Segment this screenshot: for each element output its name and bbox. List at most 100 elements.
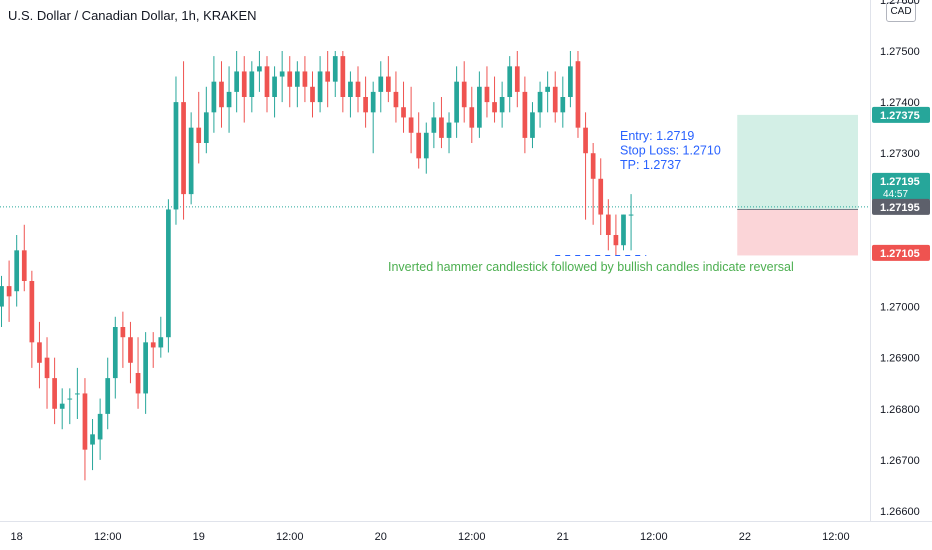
candle-body <box>461 81 467 108</box>
candle-body <box>196 127 202 143</box>
candle-body <box>158 337 164 348</box>
candle-body <box>514 66 520 92</box>
price-axis-badge: 1.27375 <box>872 106 930 123</box>
candle-body <box>332 56 338 82</box>
candle-body <box>598 178 604 215</box>
candle-body <box>294 71 300 87</box>
time-tick-label: 21 <box>557 531 569 543</box>
candle-body <box>568 66 573 97</box>
candle-body <box>249 71 255 97</box>
candle-body <box>469 107 475 128</box>
candle-body <box>454 81 459 123</box>
candle-body <box>143 342 148 394</box>
candle-body <box>325 71 331 82</box>
candle-body <box>401 107 406 118</box>
candle-body <box>386 76 391 92</box>
time-tick-label: 20 <box>375 531 387 543</box>
candle-body <box>575 61 581 128</box>
candle-body <box>257 66 262 72</box>
candle-body <box>90 434 95 445</box>
candle-body <box>287 71 293 87</box>
time-tick-label: 12:00 <box>94 531 122 543</box>
candle-body <box>348 81 353 97</box>
price-axis-badge: 1.27195 <box>872 198 930 215</box>
time-tick-label: 22 <box>739 531 751 543</box>
candle-body <box>310 86 315 103</box>
candle-body <box>537 91 543 113</box>
candle-body <box>590 153 596 179</box>
annotations: Entry: 1.2719 Stop Loss: 1.2710 TP: 1.27… <box>388 129 794 274</box>
time-tick-label: 19 <box>193 531 205 543</box>
candle-body <box>431 117 437 133</box>
candle-body <box>37 342 42 363</box>
price-tick-label: 1.26600 <box>880 506 920 518</box>
candle-body <box>44 357 50 379</box>
time-tick-label: 12:00 <box>640 531 668 543</box>
price-tick-label: 1.26900 <box>880 353 920 365</box>
candle-body <box>264 66 270 97</box>
candle-body <box>128 337 133 363</box>
candle-body <box>52 378 57 409</box>
time-tick-label: 12:00 <box>458 531 486 543</box>
candle-body <box>112 326 118 379</box>
candle-body <box>507 66 513 97</box>
price-tick-label: 1.27600 <box>880 0 920 7</box>
candle-body <box>181 102 186 195</box>
candle-body <box>188 127 194 195</box>
candle-body <box>0 286 4 307</box>
candle-body <box>446 122 452 138</box>
candle-body <box>408 117 414 133</box>
candle-body <box>340 56 346 97</box>
candle-body <box>302 71 308 87</box>
candle-body <box>59 403 65 409</box>
candle-body <box>166 209 171 338</box>
candle-body <box>492 102 497 113</box>
candle-body <box>613 234 619 246</box>
candle-body <box>6 286 12 297</box>
candle-body <box>75 393 80 395</box>
price-badge-text: 1.27195 <box>880 202 920 214</box>
candle-body <box>21 250 27 281</box>
candle-body <box>29 280 35 343</box>
chart-title: U.S. Dollar / Canadian Dollar, 1h, KRAKE… <box>8 8 257 23</box>
stop-loss-annotation: Stop Loss: 1.2710 <box>620 144 721 158</box>
time-tick-label: 12:00 <box>822 531 850 543</box>
candle-body <box>621 214 626 246</box>
time-tick-label: 18 <box>11 531 23 543</box>
candle-body <box>378 76 384 92</box>
price-axis-badge: 1.27105 <box>872 244 930 261</box>
price-badge-text: 1.27375 <box>880 110 920 122</box>
price-tick-label: 1.27000 <box>880 302 920 314</box>
candle-body <box>530 112 535 138</box>
candle-body <box>226 91 232 108</box>
candle-body <box>605 214 611 235</box>
reversal-annotation: Inverted hammer candlestick followed by … <box>388 260 794 274</box>
candle-body <box>522 91 528 138</box>
candle-body <box>67 398 73 400</box>
candle-body <box>552 86 558 113</box>
price-tick-label: 1.26800 <box>880 404 920 416</box>
entry-annotation: Entry: 1.2719 <box>620 129 694 143</box>
price-badge-bg <box>872 106 930 123</box>
candle-body <box>14 250 20 292</box>
candle-body <box>219 81 224 108</box>
take-profit-annotation: TP: 1.2737 <box>620 158 681 172</box>
take-profit-zone <box>737 114 858 210</box>
candle-body <box>234 71 240 92</box>
candle-body <box>272 76 277 97</box>
price-tick-label: 1.26700 <box>880 455 920 467</box>
currency-label: CAD <box>890 6 912 17</box>
candle-body <box>211 81 217 113</box>
candle-body <box>393 91 399 108</box>
candles <box>0 51 634 481</box>
candle-body <box>105 378 111 414</box>
candle-body <box>370 91 376 113</box>
candle-body <box>477 86 482 128</box>
candle-body <box>173 102 179 210</box>
candle-body <box>499 96 505 113</box>
candle-body <box>560 96 566 113</box>
candle-body <box>545 86 550 92</box>
currency-selector[interactable]: CAD <box>886 2 916 22</box>
